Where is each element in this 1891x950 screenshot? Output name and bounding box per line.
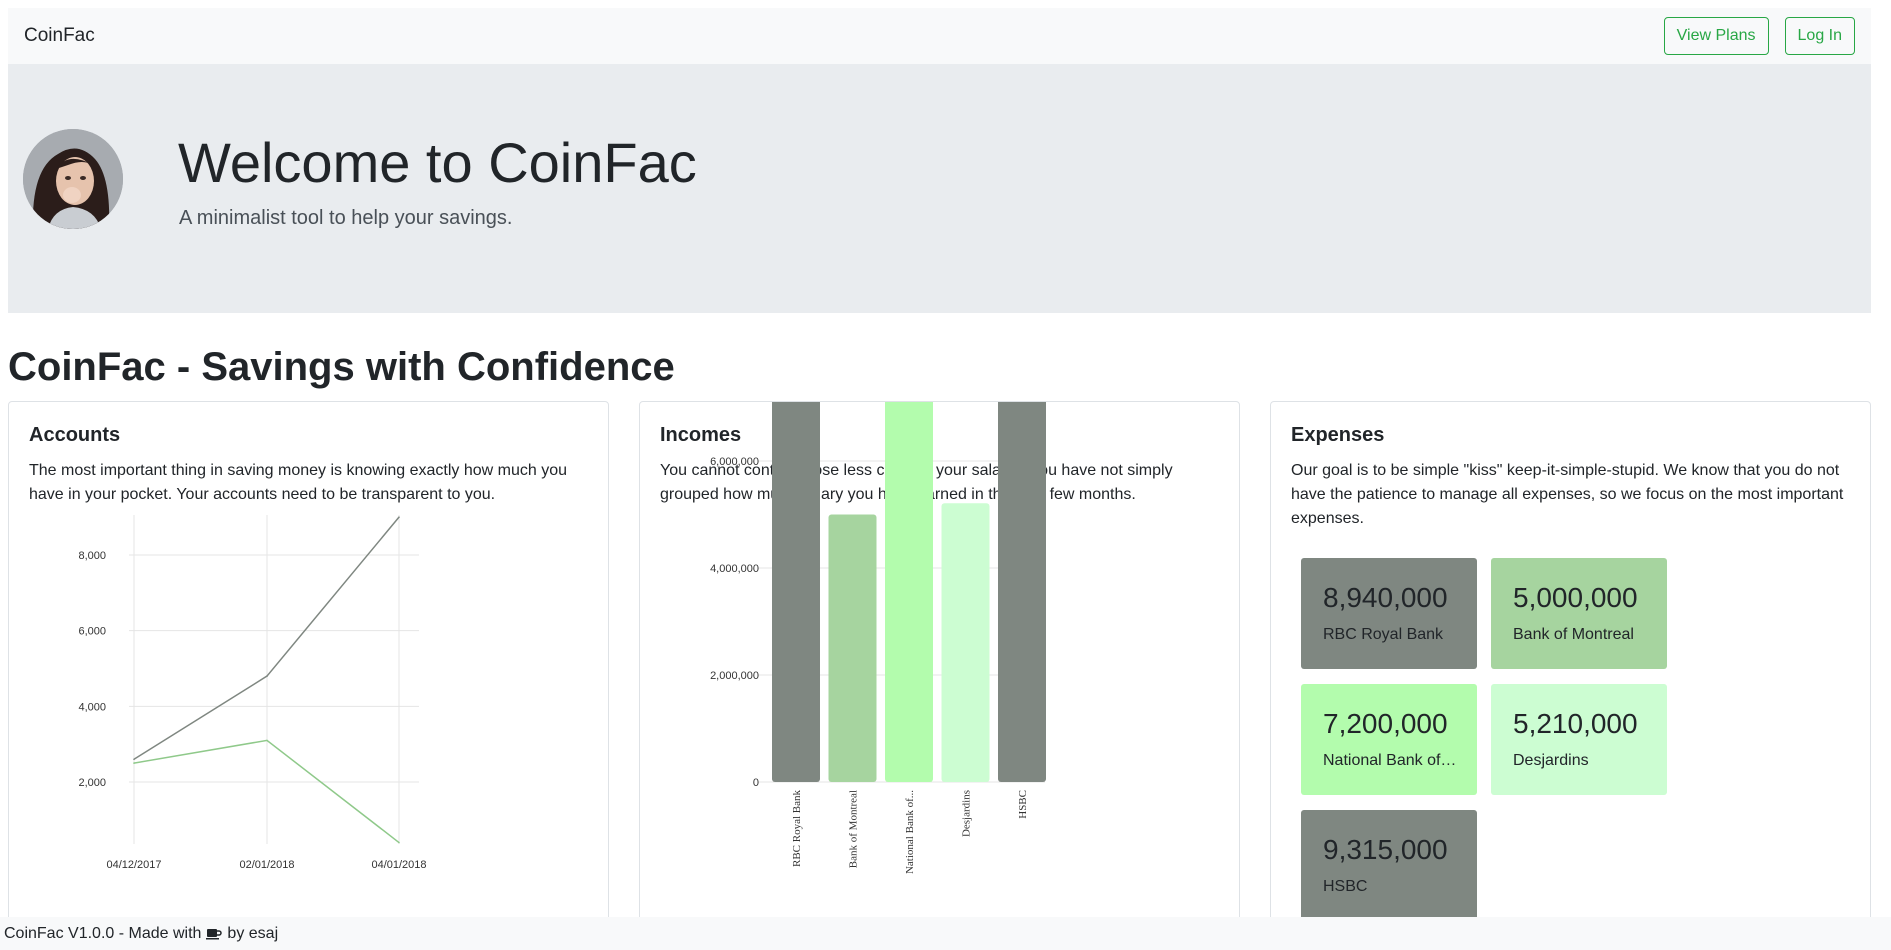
data-point	[266, 739, 268, 742]
footer-suffix: by esaj	[227, 924, 279, 942]
incomes-card: Incomes You cannot contest those less ce…	[639, 401, 1240, 941]
expenses-card: Expenses Our goal is to be simple "kiss"…	[1270, 401, 1871, 941]
data-point	[398, 516, 400, 518]
expense-tile-label: HSBC	[1323, 878, 1368, 895]
accounts-card: Accounts The most important thing in sav…	[8, 401, 609, 941]
accounts-line-chart: 2,000 4,000 6,000 8,000 04/12/2017 02/01/2018…	[78, 515, 427, 871]
expense-tile-label: National Bank of Canada	[1323, 752, 1459, 769]
x-tick-label: Bank of Montreal	[848, 790, 860, 868]
y-tick-label: 4,000,000	[710, 563, 759, 575]
expense-tile-label: Desjardins	[1513, 752, 1589, 769]
avatar	[23, 129, 123, 229]
bar	[885, 402, 933, 782]
y-tick-label: 4,000	[78, 701, 106, 713]
bar	[998, 402, 1046, 782]
expense-tile-label: RBC Royal Bank	[1323, 626, 1444, 643]
expense-tile-value: 7,200,000	[1323, 708, 1448, 739]
expense-tile-value: 5,210,000	[1513, 708, 1638, 739]
expenses-title: Expenses	[1291, 424, 1385, 446]
data-point	[266, 675, 268, 677]
expense-tile[interactable]: 5,000,000 Bank of Montreal	[1491, 558, 1667, 669]
expense-tile[interactable]: 8,940,000 RBC Royal Bank	[1301, 558, 1477, 669]
incomes-bar-chart: 02,000,0004,000,0006,000,0008,000,000RBC…	[710, 402, 1046, 874]
expense-tile-value: 5,000,000	[1513, 582, 1638, 613]
x-tick-label: RBC Royal Bank	[791, 790, 803, 868]
expense-tile-value: 8,940,000	[1323, 582, 1448, 613]
y-tick-label: 0	[753, 777, 759, 789]
x-tick-label: 04/12/2017	[106, 859, 161, 871]
y-tick-label: 2,000	[78, 777, 106, 789]
incomes-title: Incomes	[660, 424, 742, 446]
expense-tile-value: 9,315,000	[1323, 834, 1448, 865]
navbar-actions: View Plans Log In	[1663, 17, 1855, 55]
page-title: CoinFac - Savings with Confidence	[8, 345, 675, 389]
hero-title: Welcome to CoinFac	[178, 131, 697, 194]
y-tick-label: 6,000	[78, 626, 106, 638]
expense-tile[interactable]: 5,210,000 Desjardins	[1491, 684, 1667, 795]
avatar-image	[23, 129, 123, 229]
data-point	[398, 841, 400, 844]
bar	[828, 514, 877, 782]
x-tick-label: 04/01/2018	[371, 859, 426, 871]
data-point	[133, 758, 135, 761]
expenses-text: Our goal is to be simple "kiss" keep-it-…	[1291, 462, 1844, 527]
x-tick-label: 02/01/2018	[239, 859, 294, 871]
x-tick-label: National Bank of...	[904, 790, 916, 874]
y-tick-label: 8,000	[78, 550, 106, 562]
expense-tile-label: Bank of Montreal	[1513, 626, 1634, 643]
x-tick-label: Desjardins	[961, 790, 973, 837]
login-button[interactable]: Log In	[1784, 17, 1855, 55]
bar	[772, 402, 820, 782]
brand-link[interactable]: CoinFac	[24, 25, 95, 46]
data-point	[133, 762, 135, 764]
coffee-icon	[206, 928, 223, 939]
view-plans-button[interactable]: View Plans	[1663, 17, 1769, 55]
accounts-text: The most important thing in saving money…	[29, 462, 568, 503]
expense-tile[interactable]: 9,315,000 HSBC	[1301, 810, 1477, 921]
y-tick-label: 6,000,000	[710, 456, 759, 468]
navbar: CoinFac View Plans Log In	[8, 8, 1871, 64]
footer: CoinFac V1.0.0 - Made with by esaj	[0, 917, 1891, 950]
y-tick-label: 2,000,000	[710, 670, 759, 682]
hero-banner: Welcome to CoinFac A minimalist tool to …	[8, 64, 1871, 313]
x-tick-label: HSBC	[1017, 790, 1029, 819]
hero-subtitle: A minimalist tool to help your savings.	[179, 207, 513, 229]
footer-prefix: CoinFac V1.0.0 - Made with	[4, 924, 202, 942]
bar	[941, 503, 990, 782]
accounts-title: Accounts	[29, 424, 121, 446]
expense-tile[interactable]: 7,200,000 National Bank of Canada	[1301, 684, 1477, 795]
